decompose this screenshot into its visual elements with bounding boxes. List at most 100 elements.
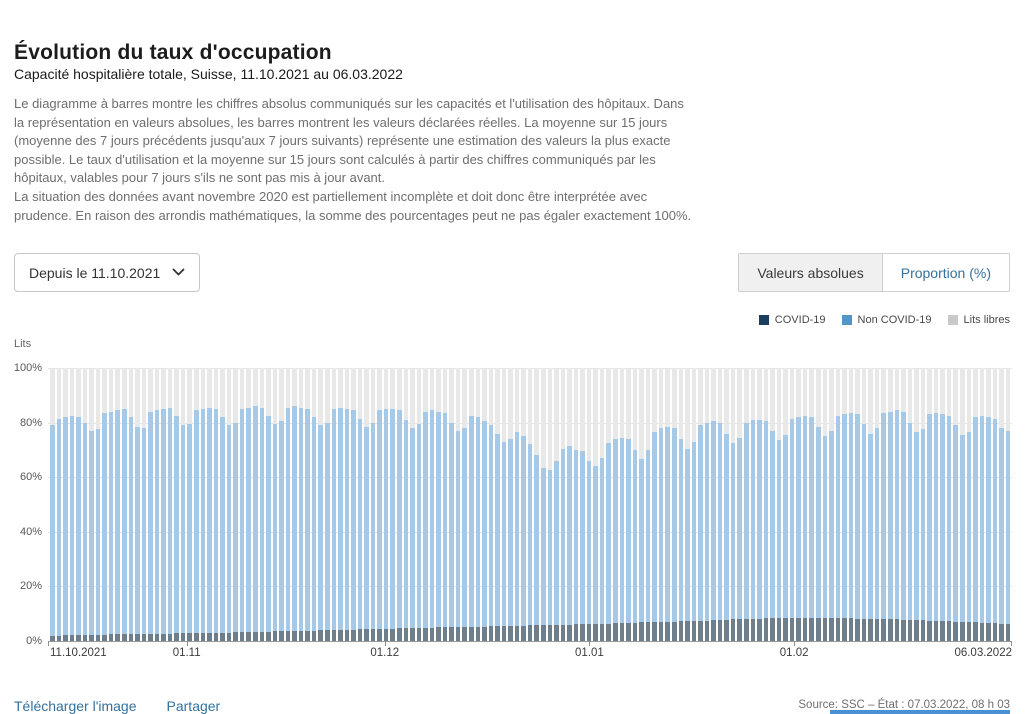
stacked-bar[interactable] [541, 368, 546, 641]
stacked-bar[interactable] [482, 368, 487, 641]
stacked-bar[interactable] [783, 368, 788, 641]
stacked-bar[interactable] [534, 368, 540, 641]
stacked-bar[interactable] [501, 368, 507, 641]
stacked-bar[interactable] [488, 368, 494, 641]
stacked-bar[interactable] [999, 368, 1004, 641]
stacked-bar[interactable] [789, 368, 795, 641]
stacked-bar[interactable] [606, 368, 612, 641]
stacked-bar[interactable] [953, 368, 959, 641]
stacked-bar[interactable] [285, 368, 291, 641]
stacked-bar[interactable] [213, 368, 219, 641]
stacked-bar[interactable] [966, 368, 972, 641]
stacked-bar[interactable] [809, 368, 814, 641]
stacked-bar[interactable] [704, 368, 710, 641]
stacked-bar[interactable] [861, 368, 867, 641]
stacked-bar[interactable] [69, 368, 75, 641]
stacked-bar[interactable] [842, 368, 847, 641]
stacked-bar[interactable] [324, 368, 330, 641]
stacked-bar[interactable] [449, 368, 454, 641]
stacked-bar[interactable] [973, 368, 978, 641]
stacked-bar[interactable] [815, 368, 821, 641]
stacked-bar[interactable] [658, 368, 664, 641]
stacked-bar[interactable] [167, 368, 173, 641]
stacked-bar[interactable] [547, 368, 553, 641]
stacked-bar[interactable] [383, 368, 389, 641]
stacked-bar[interactable] [220, 368, 225, 641]
stacked-bar[interactable] [750, 368, 756, 641]
stacked-bar[interactable] [272, 368, 278, 641]
stacked-bar[interactable] [102, 368, 107, 641]
stacked-bar[interactable] [318, 368, 323, 641]
stacked-bar[interactable] [724, 368, 729, 641]
stacked-bar[interactable] [992, 368, 998, 641]
stacked-bar[interactable] [979, 368, 985, 641]
stacked-bar[interactable] [946, 368, 952, 641]
toggle-valeurs-absolues[interactable]: Valeurs absolues [738, 253, 883, 292]
stacked-bar[interactable] [554, 368, 559, 641]
stacked-bar[interactable] [737, 368, 742, 641]
stacked-bar[interactable] [560, 368, 566, 641]
download-image-link[interactable]: Télécharger l'image [14, 698, 137, 714]
stacked-bar[interactable] [711, 368, 716, 641]
stacked-bar[interactable] [455, 368, 461, 641]
stacked-bar[interactable] [874, 368, 880, 641]
stacked-bar[interactable] [763, 368, 769, 641]
stacked-bar[interactable] [626, 368, 631, 641]
stacked-bar[interactable] [305, 368, 310, 641]
stacked-bar[interactable] [776, 368, 782, 641]
stacked-bar[interactable] [108, 368, 114, 641]
stacked-bar[interactable] [894, 368, 900, 641]
stacked-bar[interactable] [56, 368, 62, 641]
stacked-bar[interactable] [200, 368, 206, 641]
stacked-bar[interactable] [685, 368, 690, 641]
stacked-bar[interactable] [469, 368, 474, 641]
stacked-bar[interactable] [698, 368, 703, 641]
stacked-bar[interactable] [423, 368, 428, 641]
legend-item-lits-libres[interactable]: Lits libres [947, 314, 1010, 326]
stacked-bar[interactable] [115, 368, 121, 641]
stacked-bar[interactable] [920, 368, 926, 641]
stacked-bar[interactable] [527, 368, 533, 641]
stacked-bar[interactable] [82, 368, 88, 641]
stacked-bar[interactable] [351, 368, 356, 641]
stacked-bar[interactable] [154, 368, 160, 641]
stacked-bar[interactable] [442, 368, 448, 641]
stacked-bar[interactable] [233, 368, 238, 641]
stacked-bar[interactable] [338, 368, 343, 641]
stacked-bar[interactable] [508, 368, 513, 641]
stacked-bar[interactable] [298, 368, 304, 641]
stacked-bar[interactable] [717, 368, 723, 641]
stacked-bar[interactable] [50, 368, 55, 641]
stacked-bar[interactable] [141, 368, 147, 641]
stacked-bar[interactable] [586, 368, 592, 641]
stacked-bar[interactable] [868, 368, 873, 641]
stacked-bar[interactable] [403, 368, 409, 641]
stacked-bar[interactable] [331, 368, 337, 641]
stacked-bar[interactable] [95, 368, 101, 641]
stacked-bar[interactable] [940, 368, 945, 641]
stacked-bar[interactable] [377, 368, 382, 641]
stacked-bar[interactable] [848, 368, 854, 641]
stacked-bar[interactable] [567, 368, 572, 641]
stacked-bar[interactable] [835, 368, 841, 641]
stacked-bar[interactable] [462, 368, 467, 641]
toggle-proportion[interactable]: Proportion (%) [882, 253, 1010, 292]
stacked-bar[interactable] [914, 368, 919, 641]
stacked-bar[interactable] [671, 368, 677, 641]
stacked-bar[interactable] [76, 368, 81, 641]
stacked-bar[interactable] [927, 368, 932, 641]
stacked-bar[interactable] [514, 368, 520, 641]
stacked-bar[interactable] [691, 368, 697, 641]
stacked-bar[interactable] [573, 368, 579, 641]
stacked-bar[interactable] [89, 368, 94, 641]
stacked-bar[interactable] [599, 368, 605, 641]
stacked-bar[interactable] [252, 368, 258, 641]
stacked-bar[interactable] [180, 368, 186, 641]
stacked-bar[interactable] [986, 368, 991, 641]
stacked-bar[interactable] [619, 368, 625, 641]
stacked-bar[interactable] [730, 368, 736, 641]
share-link[interactable]: Partager [166, 698, 221, 714]
stacked-bar[interactable] [580, 368, 585, 641]
stacked-bar[interactable] [292, 368, 297, 641]
stacked-bar[interactable] [652, 368, 657, 641]
